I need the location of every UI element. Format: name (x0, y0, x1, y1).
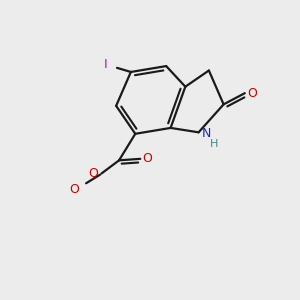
Text: O: O (247, 87, 257, 100)
Text: O: O (88, 167, 98, 180)
Text: O: O (70, 183, 79, 196)
Text: O: O (142, 152, 152, 165)
Text: I: I (104, 58, 108, 71)
Text: N: N (202, 127, 212, 140)
Text: H: H (210, 139, 218, 148)
